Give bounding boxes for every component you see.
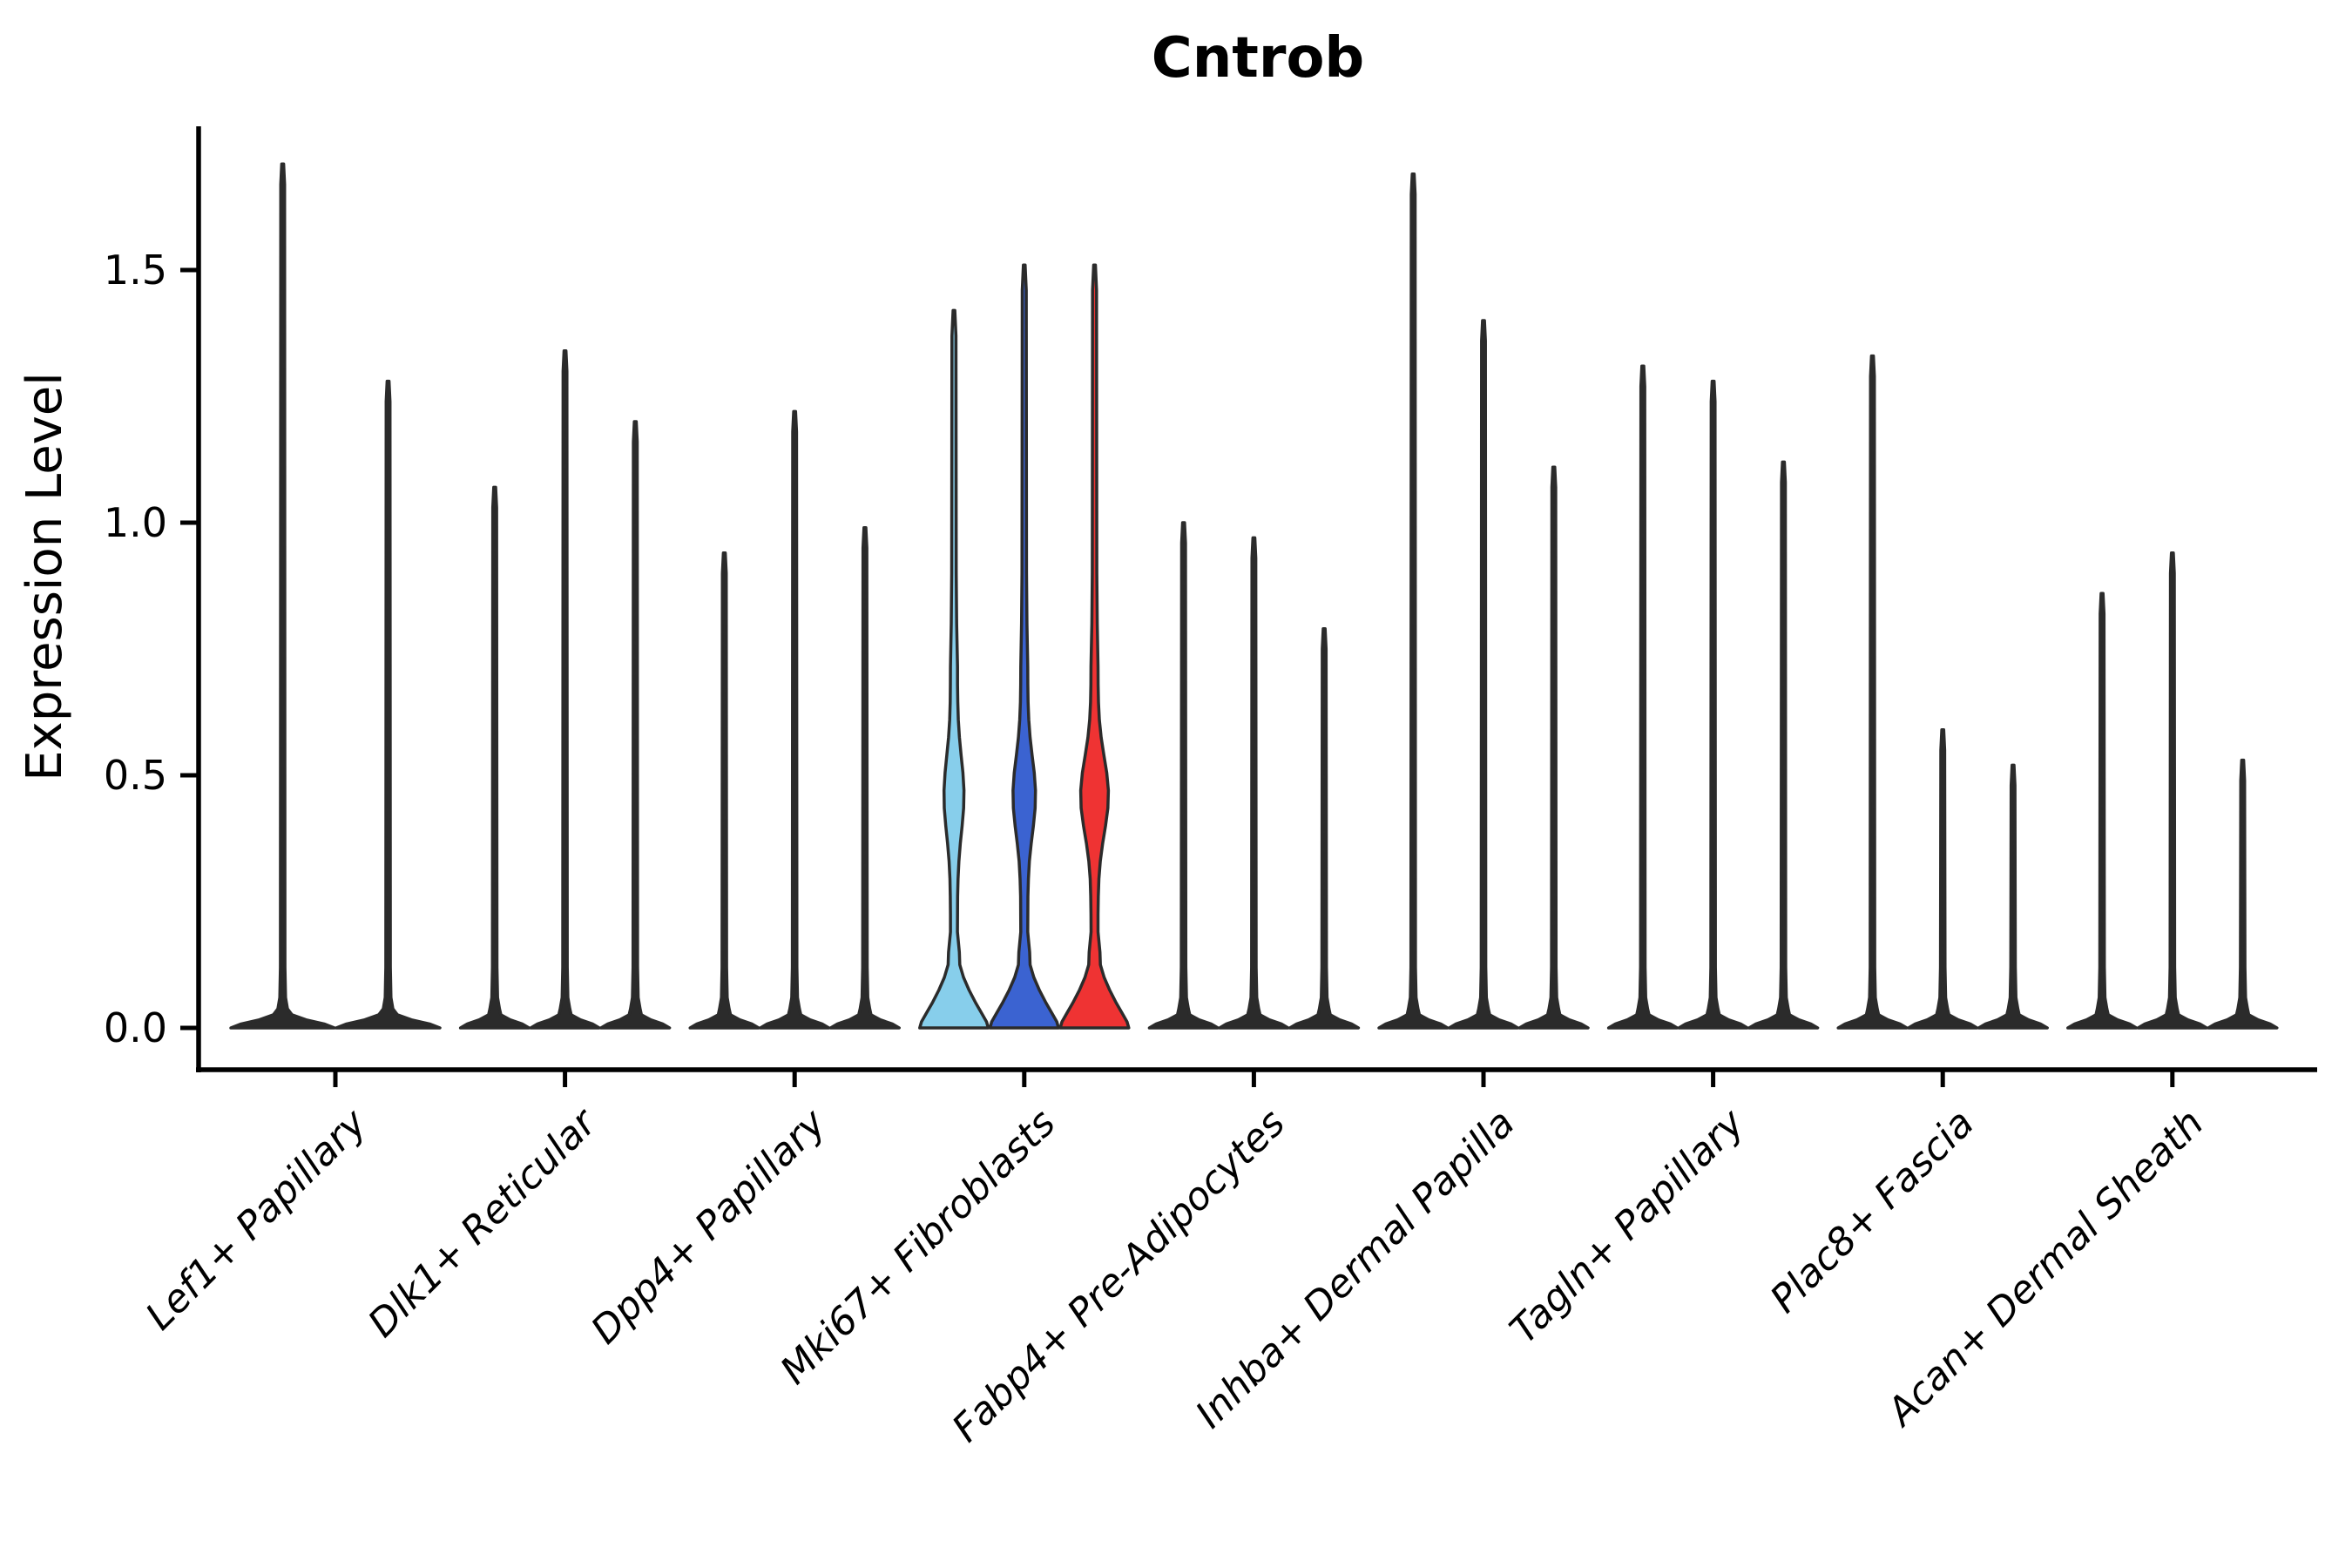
- y-tick-label: 0.0: [104, 1004, 167, 1051]
- violin-group-fabp4-pre-adipocytes: [1147, 521, 1361, 1030]
- violins-layer: [229, 162, 2279, 1030]
- violin-group-dlk1-reticular: [458, 349, 672, 1030]
- violin-shape: [2066, 591, 2139, 1030]
- y-axis-label: Expression Level: [17, 372, 73, 781]
- violin-shape: [1677, 379, 1749, 1030]
- violin-shape: [1218, 536, 1290, 1030]
- violin-shape: [1517, 465, 1590, 1030]
- x-tick-label: Tagln+ Papillary: [1502, 1100, 1754, 1352]
- y-tick-label: 1.5: [104, 247, 167, 294]
- violin-group-dpp4-papillary: [688, 409, 901, 1030]
- violin-shape: [759, 409, 831, 1030]
- violin-shape: [1977, 763, 2049, 1030]
- violin-shape: [1058, 263, 1131, 1030]
- violin-shape: [1747, 460, 1820, 1030]
- violin-shape: [529, 349, 601, 1030]
- violin-shape: [599, 420, 672, 1030]
- violin-group-acan-dermal-sheath: [2066, 551, 2279, 1030]
- violin-shape: [335, 379, 442, 1030]
- violin-shape: [229, 162, 336, 1030]
- x-tick-label: Dpp4+ Papillary: [583, 1100, 835, 1353]
- violin-group-tagln-papillary: [1606, 364, 1820, 1030]
- violin-shape: [1606, 364, 1680, 1030]
- violin-group-inhba-dermal-papilla: [1377, 172, 1590, 1030]
- violin-shape: [688, 551, 760, 1030]
- violin-shape: [458, 485, 531, 1030]
- violin-shape: [988, 263, 1060, 1030]
- violin-shape: [1147, 521, 1220, 1030]
- x-tick-label: Plac8+ Fascia: [1762, 1101, 1983, 1321]
- y-axis-ticks: 0.0 0.5 1.0 1.5: [104, 247, 199, 1051]
- violin-group-lef1-papillary: [229, 162, 442, 1030]
- violin-shape: [1288, 627, 1361, 1030]
- violin-shape: [828, 526, 901, 1030]
- chart-title: Cntrob: [1152, 26, 1364, 91]
- violin-group-mki67-fibroblasts: [918, 263, 1131, 1030]
- axes-layer: [196, 126, 2317, 1072]
- violin-shape: [918, 308, 990, 1030]
- violin-shape: [2207, 758, 2279, 1030]
- x-tick-label: Lef1+ Papillary: [138, 1100, 376, 1339]
- violin-shape: [1836, 354, 1909, 1030]
- y-tick-label: 0.5: [104, 752, 167, 799]
- violin-shape: [1377, 172, 1450, 1030]
- violin-shape: [1907, 728, 1979, 1030]
- violin-group-plac8-fascia: [1836, 354, 2049, 1030]
- violin-shape: [2136, 551, 2208, 1030]
- x-tick-label: Dlk1+ Reticular: [360, 1099, 606, 1346]
- violin-shape: [1447, 319, 1520, 1030]
- y-tick-label: 1.0: [104, 499, 167, 546]
